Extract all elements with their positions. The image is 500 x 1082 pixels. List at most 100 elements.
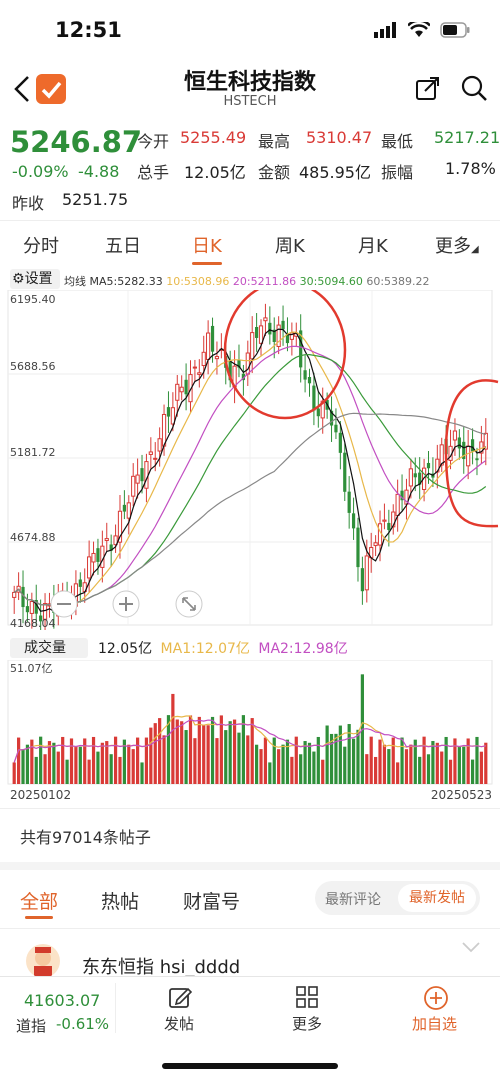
ma60-value: 60:5389.22: [366, 275, 430, 288]
volume-bar: [418, 756, 422, 784]
posts-tab-hot[interactable]: 热帖: [101, 891, 140, 913]
candle: [245, 352, 250, 375]
tab-daily-k[interactable]: 日K: [192, 236, 222, 257]
volume-bar: [34, 756, 38, 784]
candle: [316, 408, 320, 417]
candle: [373, 542, 378, 547]
avatar[interactable]: [26, 944, 60, 978]
sort-latest-comment[interactable]: 最新评论: [325, 892, 381, 908]
volume-bar: [448, 759, 453, 784]
volume-bar: [312, 751, 316, 784]
dow-label[interactable]: 道指: [16, 1017, 47, 1035]
signal-icon: [374, 22, 396, 38]
volume-bar: [462, 746, 466, 784]
volume-bar: [193, 738, 197, 784]
grid-icon[interactable]: [295, 985, 319, 1009]
high-label: 最高: [258, 132, 291, 151]
candle: [21, 586, 25, 608]
volume-chart[interactable]: 51.07亿: [0, 660, 500, 786]
fullscreen-button[interactable]: [175, 590, 203, 618]
volume-value: 12.05亿: [184, 163, 246, 182]
volume-bar: [83, 738, 87, 784]
candle: [418, 472, 422, 485]
tab-weekly-k[interactable]: 周K: [275, 236, 305, 257]
candle: [285, 333, 290, 344]
post-label[interactable]: 发帖: [164, 1015, 195, 1033]
volume-bar: [69, 738, 74, 784]
volume-bar: [263, 737, 268, 784]
volume-bar: [343, 746, 347, 784]
posts-tab-all[interactable]: 全部: [20, 891, 59, 913]
volume-bar: [431, 741, 435, 784]
status-icons: [374, 22, 470, 38]
candle: [179, 386, 184, 393]
candle: [228, 361, 232, 381]
more-label[interactable]: 更多: [292, 1015, 323, 1033]
candle: [391, 511, 396, 528]
volume-bar: [118, 756, 122, 784]
volume-bar: [184, 730, 188, 784]
tab-five-day[interactable]: 五日: [105, 236, 141, 257]
tab-monthly-k[interactable]: 月K: [358, 236, 388, 257]
candle: [170, 407, 175, 425]
candle: [140, 468, 144, 482]
candle: [408, 468, 413, 487]
candlestick-chart[interactable]: 6195.40 5688.56 5181.72 4674.88 4168.04: [0, 290, 500, 630]
dow-value[interactable]: 41603.07: [24, 991, 101, 1010]
change-amount: -4.88: [78, 162, 120, 181]
share-icon[interactable]: [414, 74, 442, 102]
add-circle-icon[interactable]: [423, 985, 449, 1011]
volume-bar: [329, 733, 334, 784]
candle: [126, 502, 131, 519]
candle: [104, 538, 109, 541]
dow-change[interactable]: -0.61%: [56, 1015, 110, 1033]
page-subtitle: HSTECH: [223, 94, 277, 109]
volume-ma-line: [13, 719, 486, 763]
chart-minus-button[interactable]: [50, 590, 78, 618]
candle: [364, 555, 369, 591]
volume-indicator-button[interactable]: 成交量: [10, 638, 88, 658]
back-icon[interactable]: [12, 75, 32, 103]
tab-more[interactable]: 更多◢: [435, 232, 479, 258]
candle: [457, 437, 461, 449]
y-label-3: 5181.72: [10, 446, 56, 459]
search-icon[interactable]: [460, 74, 488, 102]
candle: [356, 527, 360, 568]
volume-bar: [351, 738, 356, 784]
chart-settings-button[interactable]: ⚙设置: [10, 269, 60, 289]
ma-label: 均线: [64, 275, 86, 288]
candle: [462, 441, 466, 460]
post-author[interactable]: 东东恒指 hsi_dddd: [82, 957, 241, 978]
volume-bar: [43, 754, 47, 784]
candle: [268, 322, 272, 335]
date-start: 20250102: [10, 788, 72, 802]
chart-settings-label: 设置: [24, 271, 53, 287]
volume-bar: [409, 744, 413, 784]
volume-bar: [294, 736, 298, 784]
candle: [351, 513, 356, 529]
volume-bar: [250, 718, 254, 784]
candle: [307, 376, 312, 384]
posts-tab-fortune[interactable]: 财富号: [183, 891, 241, 913]
add-watchlist-label[interactable]: 加自选: [412, 1015, 458, 1033]
volume-bar: [78, 746, 82, 784]
volume-bar: [65, 759, 69, 784]
volume-bar: [109, 754, 113, 784]
volume-bar: [166, 715, 171, 784]
edit-icon[interactable]: [168, 985, 192, 1009]
candle: [131, 475, 136, 497]
volume-bar: [197, 716, 201, 784]
volume-bar: [444, 736, 448, 784]
chart-plus-button[interactable]: [112, 590, 140, 618]
tab-intraday[interactable]: 分时: [23, 236, 59, 257]
battery-icon: [440, 22, 470, 38]
chevron-down-icon[interactable]: [460, 940, 482, 954]
volume-max-label: 51.07亿: [10, 662, 53, 675]
sort-latest-post[interactable]: 最新发帖: [398, 884, 476, 912]
candle: [334, 424, 338, 433]
app-logo-icon[interactable]: [36, 74, 66, 104]
candle: [166, 407, 171, 417]
candle: [276, 324, 281, 347]
volume-bar: [285, 739, 290, 784]
candle: [42, 603, 48, 620]
